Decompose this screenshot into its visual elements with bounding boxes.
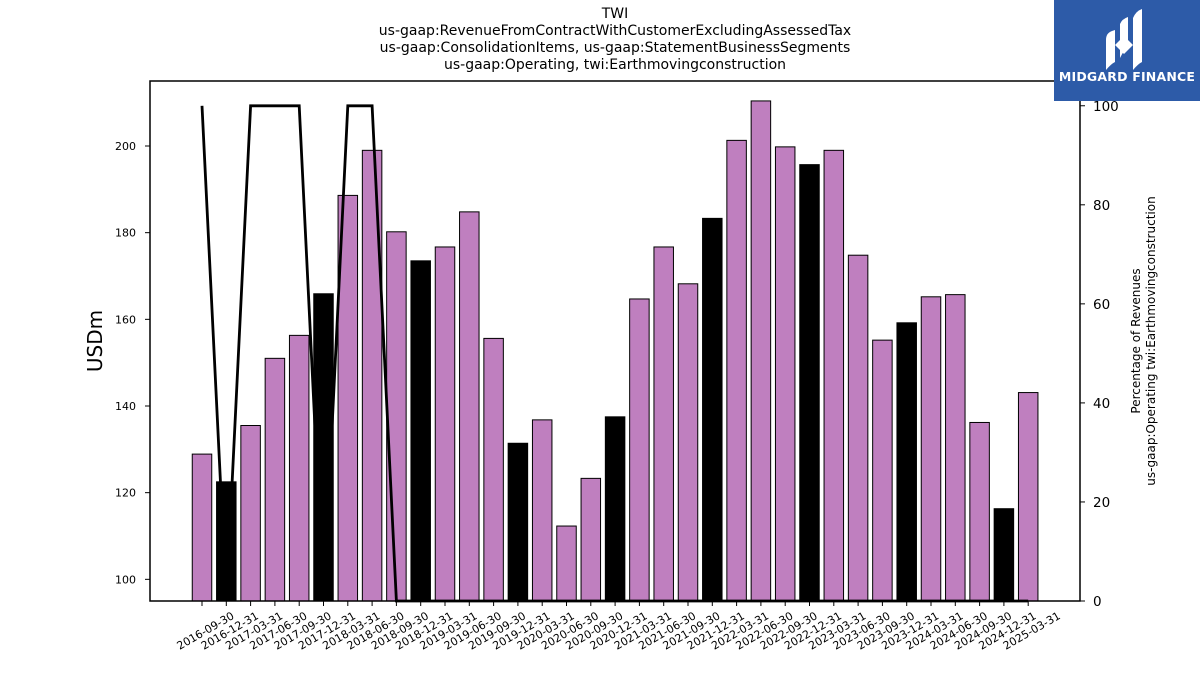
bar xyxy=(531,419,553,602)
secondary-y-tick-label: 20 xyxy=(1093,495,1110,511)
title-line: us-gaap:RevenueFromContractWithCustomerE… xyxy=(378,23,852,39)
bar xyxy=(823,149,845,602)
bar xyxy=(945,294,966,602)
bar xyxy=(774,146,796,602)
bar xyxy=(604,416,626,602)
bar xyxy=(653,246,674,602)
bar xyxy=(677,283,699,602)
bar xyxy=(434,246,456,602)
bar xyxy=(799,164,820,602)
bar xyxy=(288,334,310,602)
bar xyxy=(459,211,480,602)
bar xyxy=(580,477,602,602)
logo-mark-icon xyxy=(1106,9,1142,70)
bar xyxy=(920,296,942,602)
bar xyxy=(750,100,772,602)
bar xyxy=(507,442,529,602)
bar xyxy=(629,298,650,602)
bar xyxy=(240,425,261,602)
secondary-y-axis-label: us-gaap:Operating twi:Earthmovingconstru… xyxy=(1144,196,1158,485)
bar xyxy=(872,339,893,602)
logo-text: MIDGARD FINANCE xyxy=(1058,69,1196,84)
secondary-y-tick-label: 60 xyxy=(1093,297,1110,313)
x-axis: 2016-09-302016-12-312017-03-312017-06-30… xyxy=(175,601,1063,653)
bar xyxy=(726,139,747,602)
bar xyxy=(410,260,431,602)
y-axis-right: 0 20 40 60 80 100 xyxy=(1080,99,1119,610)
y-tick-label: 120 xyxy=(115,487,136,500)
bar xyxy=(483,337,504,602)
y-tick-label: 100 xyxy=(115,573,136,586)
bar xyxy=(264,357,286,602)
bar xyxy=(702,217,723,602)
title-line: us-gaap:ConsolidationItems, us-gaap:Stat… xyxy=(379,40,851,56)
y-tick-label: 180 xyxy=(115,227,136,240)
y-axis-left: 100 120 140 160 180 200 xyxy=(115,140,150,586)
secondary-y-axis-label: Percentage of Revenues xyxy=(1129,268,1143,413)
y-tick-label: 160 xyxy=(115,313,136,326)
bar xyxy=(993,508,1015,602)
bar xyxy=(847,254,869,602)
secondary-y-tick-label: 100 xyxy=(1093,99,1119,115)
bar xyxy=(1017,392,1039,602)
bar xyxy=(386,231,407,602)
y-tick-label: 140 xyxy=(115,400,136,413)
secondary-y-tick-label: 40 xyxy=(1093,396,1110,412)
bar xyxy=(969,421,990,602)
chart-title: TWI us-gaap:RevenueFromContractWithCusto… xyxy=(0,6,1200,74)
bar xyxy=(556,525,577,602)
title-line: TWI xyxy=(601,6,629,22)
secondary-y-tick-label: 0 xyxy=(1093,594,1102,610)
midgard-finance-logo: MIDGARD FINANCE xyxy=(1054,0,1200,101)
bar xyxy=(896,322,917,602)
bar xyxy=(191,453,213,602)
title-line: us-gaap:Operating, twi:Earthmovingconstr… xyxy=(443,57,787,73)
secondary-y-tick-label: 80 xyxy=(1093,198,1110,214)
y-tick-label: 200 xyxy=(115,140,136,153)
y-axis-label: USDm xyxy=(83,310,107,372)
